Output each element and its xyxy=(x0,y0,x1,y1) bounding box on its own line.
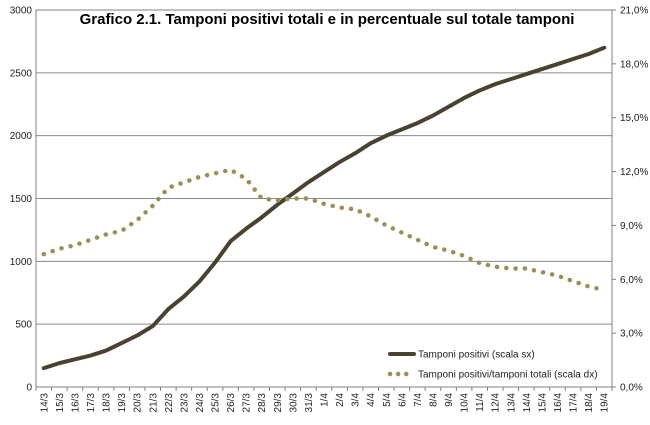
x-tick-label: 20/3 xyxy=(133,393,144,413)
x-tick-label: 25/3 xyxy=(211,393,222,413)
series-line-positivi xyxy=(41,45,607,371)
chart-title: Grafico 2.1. Tamponi positivi totali e i… xyxy=(80,11,575,28)
legend-label-positivi: Tamponi positivi (scala sx) xyxy=(418,350,535,361)
x-tick-label: 28/3 xyxy=(257,393,268,413)
x-tick-label: 14/4 xyxy=(522,393,533,413)
x-tick-label: 26/3 xyxy=(226,393,237,413)
x-tick-label: 4/4 xyxy=(366,393,377,407)
x-tick-label: 5/4 xyxy=(382,393,393,407)
right-tick-label: 6,0% xyxy=(620,275,643,286)
x-tick-label: 24/3 xyxy=(195,393,206,413)
x-tick-label: 19/3 xyxy=(117,393,128,413)
left-tick-label: 500 xyxy=(15,320,32,331)
x-tick-label: 23/3 xyxy=(179,393,190,413)
x-tick-label: 1/4 xyxy=(320,393,331,407)
x-tick-label: 18/4 xyxy=(584,393,595,413)
x-tick-label: 12/4 xyxy=(491,393,502,413)
right-tick-label: 9,0% xyxy=(620,221,643,232)
legend: Tamponi positivi (scala sx) Tamponi posi… xyxy=(387,350,598,381)
left-tick-label: 0 xyxy=(26,383,32,394)
x-axis: 14/3 15/3 16/3 17/3 18/3 19/3 20/3 21/3 22/3 23/3… xyxy=(35,387,613,413)
x-tick-label: 8/4 xyxy=(428,393,439,407)
series-group xyxy=(41,45,607,371)
left-tick-label: 2500 xyxy=(10,68,33,79)
series-line-percentuale xyxy=(41,167,607,293)
x-tick-label: 22/3 xyxy=(164,393,175,413)
x-tick-label: 15/3 xyxy=(55,393,66,413)
plot-area xyxy=(35,9,613,388)
left-axis: 0 500 1000 1500 2000 2500 3000 xyxy=(10,6,33,394)
x-tick-label: 14/3 xyxy=(39,393,50,413)
x-tick-label: 18/3 xyxy=(102,393,113,413)
x-tick-label: 17/3 xyxy=(86,393,97,413)
right-tick-label: 0,0% xyxy=(620,383,643,394)
x-tick-label: 21/3 xyxy=(148,393,159,413)
x-tick-label: 2/4 xyxy=(335,393,346,407)
right-axis: 0,0% 3,0% 6,0% 9,0% 12,0% 15,0% 18,0% 21,0% xyxy=(612,6,648,394)
right-tick-label: 15,0% xyxy=(620,113,648,124)
x-tick-label: 30/3 xyxy=(288,393,299,413)
x-tick-label: 31/3 xyxy=(304,393,315,413)
left-tick-label: 1500 xyxy=(10,194,33,205)
x-tick-label: 11/4 xyxy=(475,393,486,412)
right-tick-label: 18,0% xyxy=(620,59,648,70)
left-tick-label: 1000 xyxy=(10,257,33,268)
x-tick-label: 13/4 xyxy=(506,393,517,413)
x-tick-label: 29/3 xyxy=(273,393,284,413)
right-tick-label: 21,0% xyxy=(620,6,648,17)
x-tick-label: 3/4 xyxy=(351,393,362,407)
x-tick-label: 17/4 xyxy=(569,393,580,413)
legend-label-percentuale: Tamponi positivi/tamponi totali (scala d… xyxy=(418,370,598,381)
x-tick-label: 19/4 xyxy=(600,393,611,413)
x-tick-label: 16/3 xyxy=(70,393,81,413)
x-tick-label: 6/4 xyxy=(397,393,408,407)
left-tick-label: 3000 xyxy=(10,6,33,17)
gridlines xyxy=(36,72,612,325)
x-tick-label: 10/4 xyxy=(460,393,471,413)
left-tick-label: 2000 xyxy=(10,131,33,142)
right-tick-label: 3,0% xyxy=(620,329,643,340)
x-tick-label: 27/3 xyxy=(242,393,253,413)
x-tick-label: 16/4 xyxy=(553,393,564,413)
right-tick-label: 12,0% xyxy=(620,167,648,178)
x-tick-label: 7/4 xyxy=(413,393,424,407)
x-tick-label: 9/4 xyxy=(444,393,455,407)
x-tick-label: 15/4 xyxy=(537,393,548,413)
